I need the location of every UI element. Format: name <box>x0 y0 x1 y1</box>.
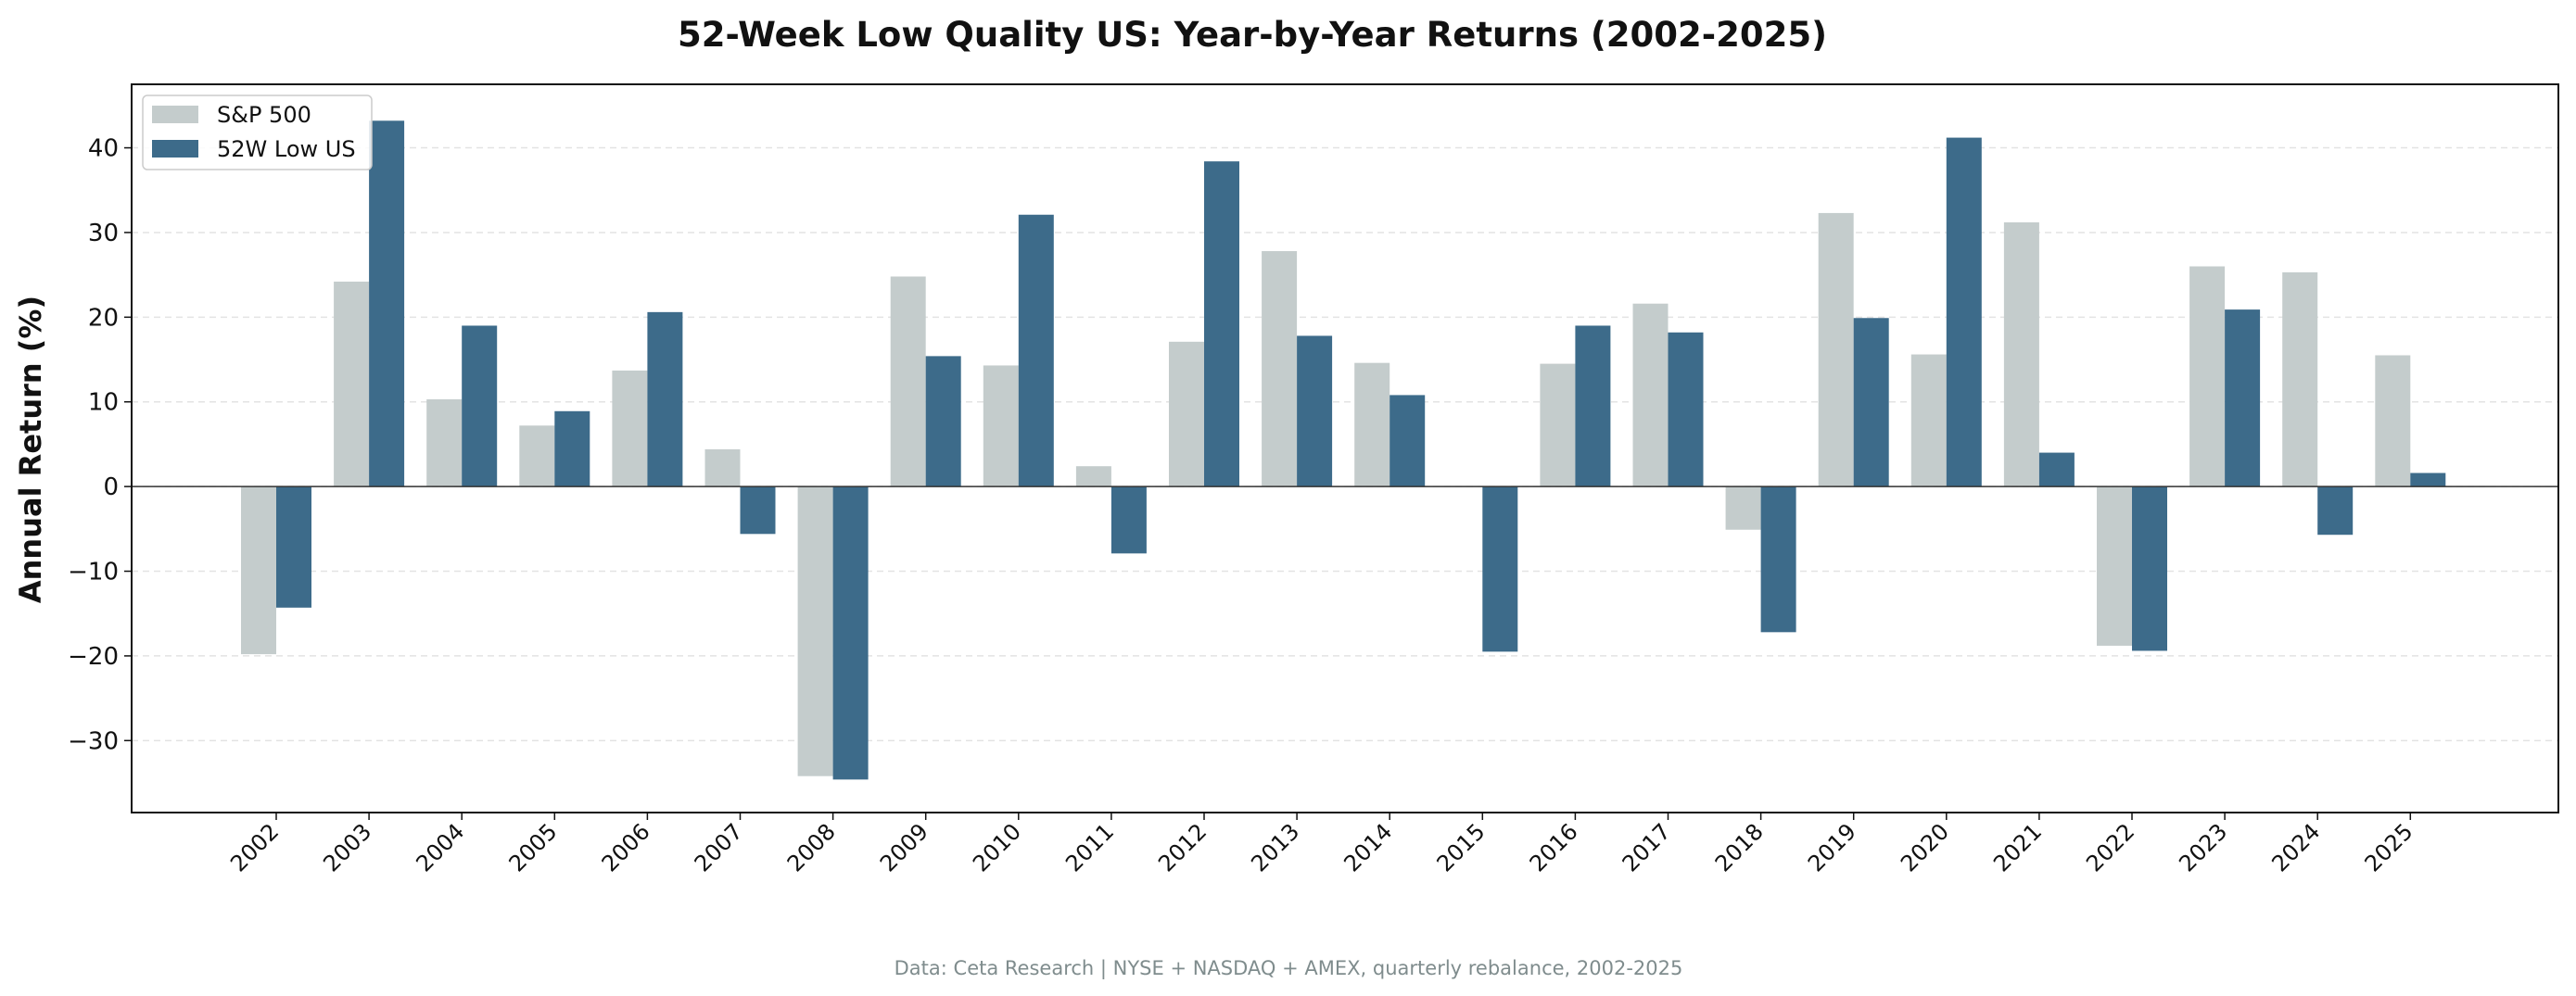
chart-title: 52-Week Low Quality US: Year-by-Year Ret… <box>678 15 1827 55</box>
bar-sp500 <box>704 448 741 487</box>
y-axis-label: Annual Return (%) <box>13 296 48 603</box>
bar-52w-low-us <box>2410 473 2446 487</box>
bar-sp500 <box>519 425 555 487</box>
x-tick-label: 2020 <box>1896 818 1954 876</box>
bar-52w-low-us <box>276 486 311 608</box>
x-tick-label: 2002 <box>225 818 284 876</box>
bar-52w-low-us <box>1297 335 1333 487</box>
plot-frame <box>131 83 2559 813</box>
bar-sp500 <box>2189 266 2226 487</box>
legend-swatch <box>152 140 198 158</box>
bars <box>241 120 2446 780</box>
bar-sp500 <box>1540 363 1576 487</box>
y-tick-label: 20 <box>88 304 119 332</box>
bar-52w-low-us <box>1760 486 1796 633</box>
x-tick-label: 2012 <box>1153 818 1212 876</box>
y-tick-label: 0 <box>103 473 119 501</box>
x-tick-label: 2024 <box>2266 818 2325 876</box>
bar-sp500 <box>1632 303 1669 487</box>
bar-52w-low-us <box>1575 325 1611 487</box>
x-tick-label: 2021 <box>1988 818 2047 876</box>
bar-52w-low-us <box>647 311 683 487</box>
y-tick-label: −20 <box>68 643 119 671</box>
x-tick-label: 2017 <box>1618 818 1676 876</box>
bar-sp500 <box>1818 212 1854 487</box>
bar-52w-low-us <box>740 486 776 535</box>
legend: S&P 500 52W Low US <box>142 95 373 170</box>
bar-sp500 <box>1910 354 1947 487</box>
y-tick-label: 40 <box>88 135 119 163</box>
bar-sp500 <box>612 370 648 487</box>
bar-52w-low-us <box>1668 332 1704 487</box>
bar-52w-low-us <box>832 486 869 780</box>
bar-sp500 <box>2097 486 2132 646</box>
bar-sp500 <box>1354 362 1390 487</box>
bar-sp500 <box>2375 355 2411 487</box>
x-tick-label: 2010 <box>968 818 1026 876</box>
x-tick-label: 2008 <box>782 818 841 876</box>
bar-52w-low-us <box>1204 161 1239 487</box>
legend-box <box>142 95 373 170</box>
bar-52w-low-us <box>554 410 590 487</box>
y-tick-label: 10 <box>88 389 119 417</box>
bar-sp500 <box>1075 466 1111 487</box>
legend-label: S&P 500 <box>217 102 311 128</box>
legend-swatch <box>152 106 198 123</box>
bar-sp500 <box>1262 251 1298 487</box>
bar-52w-low-us <box>1018 214 1054 487</box>
bar-sp500 <box>1725 486 1761 530</box>
bar-sp500 <box>2282 271 2318 487</box>
x-tick-label: 2016 <box>1525 818 1583 876</box>
x-tick-label: 2019 <box>1803 818 1861 876</box>
legend-label: 52W Low US <box>217 136 356 162</box>
bar-52w-low-us <box>2317 486 2354 536</box>
x-tick-label: 2023 <box>2174 818 2232 876</box>
bar-sp500 <box>2003 221 2039 487</box>
bar-sp500 <box>890 276 926 487</box>
x-tick-label: 2025 <box>2360 818 2418 876</box>
x-tick-label: 2009 <box>875 818 933 876</box>
x-tick-label: 2018 <box>1710 818 1769 876</box>
bar-sp500 <box>241 486 276 655</box>
y-tick-label: −10 <box>68 559 119 586</box>
x-tick-label: 2022 <box>2081 818 2139 876</box>
x-tick-label: 2011 <box>1060 818 1119 876</box>
x-tick-label: 2006 <box>597 818 655 876</box>
bar-sp500 <box>983 365 1019 487</box>
bar-52w-low-us <box>2225 309 2261 487</box>
bar-52w-low-us <box>462 325 498 487</box>
bar-52w-low-us <box>1482 486 1518 652</box>
x-tick-label: 2014 <box>1339 818 1397 876</box>
bar-sp500 <box>1169 341 1204 487</box>
bar-52w-low-us <box>925 356 961 487</box>
bar-sp500 <box>426 398 463 487</box>
bar-sp500 <box>334 281 370 487</box>
x-tick-label: 2003 <box>318 818 376 876</box>
bar-52w-low-us <box>2038 452 2075 487</box>
x-tick-label: 2004 <box>411 818 469 876</box>
y-tick-label: −30 <box>68 727 119 755</box>
y-tick-label: 30 <box>88 220 119 247</box>
bar-52w-low-us <box>1853 318 1889 487</box>
x-ticks: 2002 2003 2004 2005 2006 2007 2008 2009 2010 2011… <box>225 813 2418 876</box>
bar-52w-low-us <box>369 120 405 487</box>
footnote: Data: Ceta Research | NYSE + NASDAQ + AM… <box>895 957 1683 980</box>
bar-52w-low-us <box>1110 486 1147 554</box>
bar-52w-low-us <box>1390 395 1426 487</box>
x-tick-label: 2015 <box>1432 818 1491 876</box>
bar-52w-low-us <box>1946 137 1982 487</box>
x-tick-label: 2005 <box>504 818 563 876</box>
x-tick-label: 2007 <box>690 818 748 876</box>
bar-52w-low-us <box>2132 486 2167 651</box>
bar-sp500 <box>797 486 833 776</box>
y-ticks: −30 −20 −10 0 10 20 30 40 <box>68 135 132 755</box>
x-tick-label: 2013 <box>1246 818 1304 876</box>
